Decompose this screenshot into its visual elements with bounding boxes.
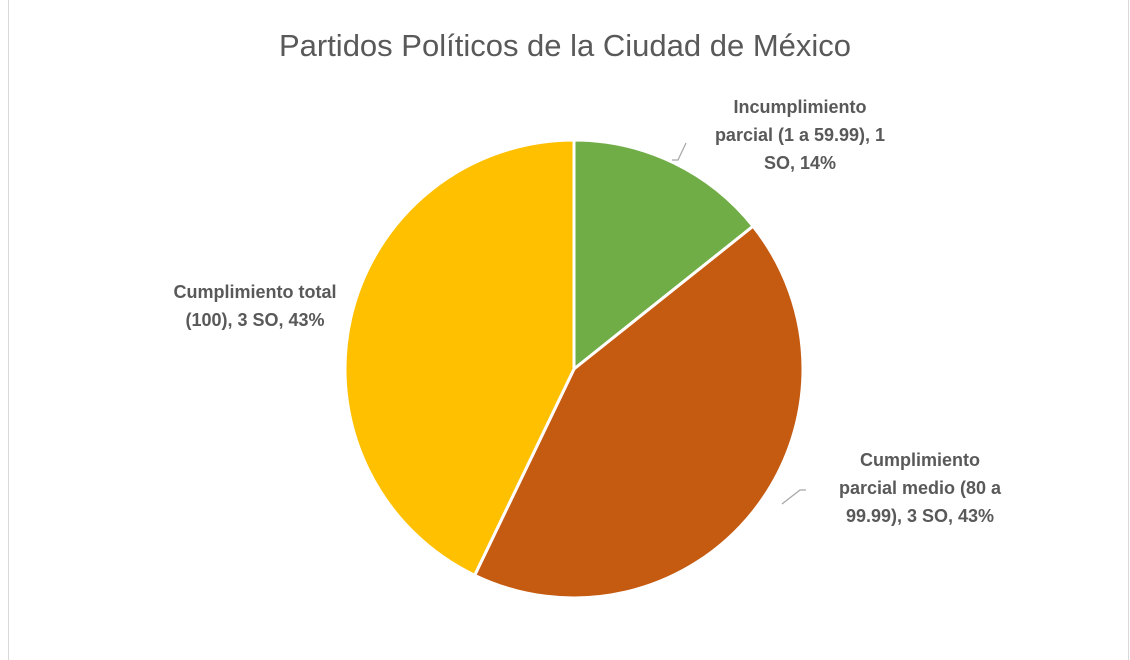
data-label-line: 99.99), 3 SO, 43%	[846, 506, 994, 526]
pie-slice-2	[472, 224, 805, 600]
chart-title: Partidos Políticos de la Ciudad de Méxic…	[278, 28, 852, 63]
data-label-line: Incumplimiento	[733, 97, 866, 117]
leader-line-1	[672, 142, 687, 161]
data-label-2: Cumplimiento parcial medio (80 a 99.99), 3…	[839, 450, 1002, 526]
data-label-line: parcial medio (80 a	[839, 478, 1002, 498]
data-label-line: SO, 14%	[764, 153, 836, 173]
data-label-line: parcial (1 a 59.99), 1	[715, 125, 885, 145]
pie-slice-1	[572, 138, 756, 373]
data-label-1: Incumplimiento parcial (1 a 59.99), 1 SO, …	[715, 97, 885, 173]
data-label-3: Cumplimiento total (100), 3 SO, 43%	[174, 282, 337, 330]
pie-slice-3	[343, 138, 576, 578]
data-label-line: Cumplimiento total	[174, 282, 337, 302]
data-label-line: (100), 3 SO, 43%	[185, 310, 324, 330]
data-label-line: Cumplimiento	[860, 450, 980, 470]
leader-line-2	[781, 489, 806, 505]
